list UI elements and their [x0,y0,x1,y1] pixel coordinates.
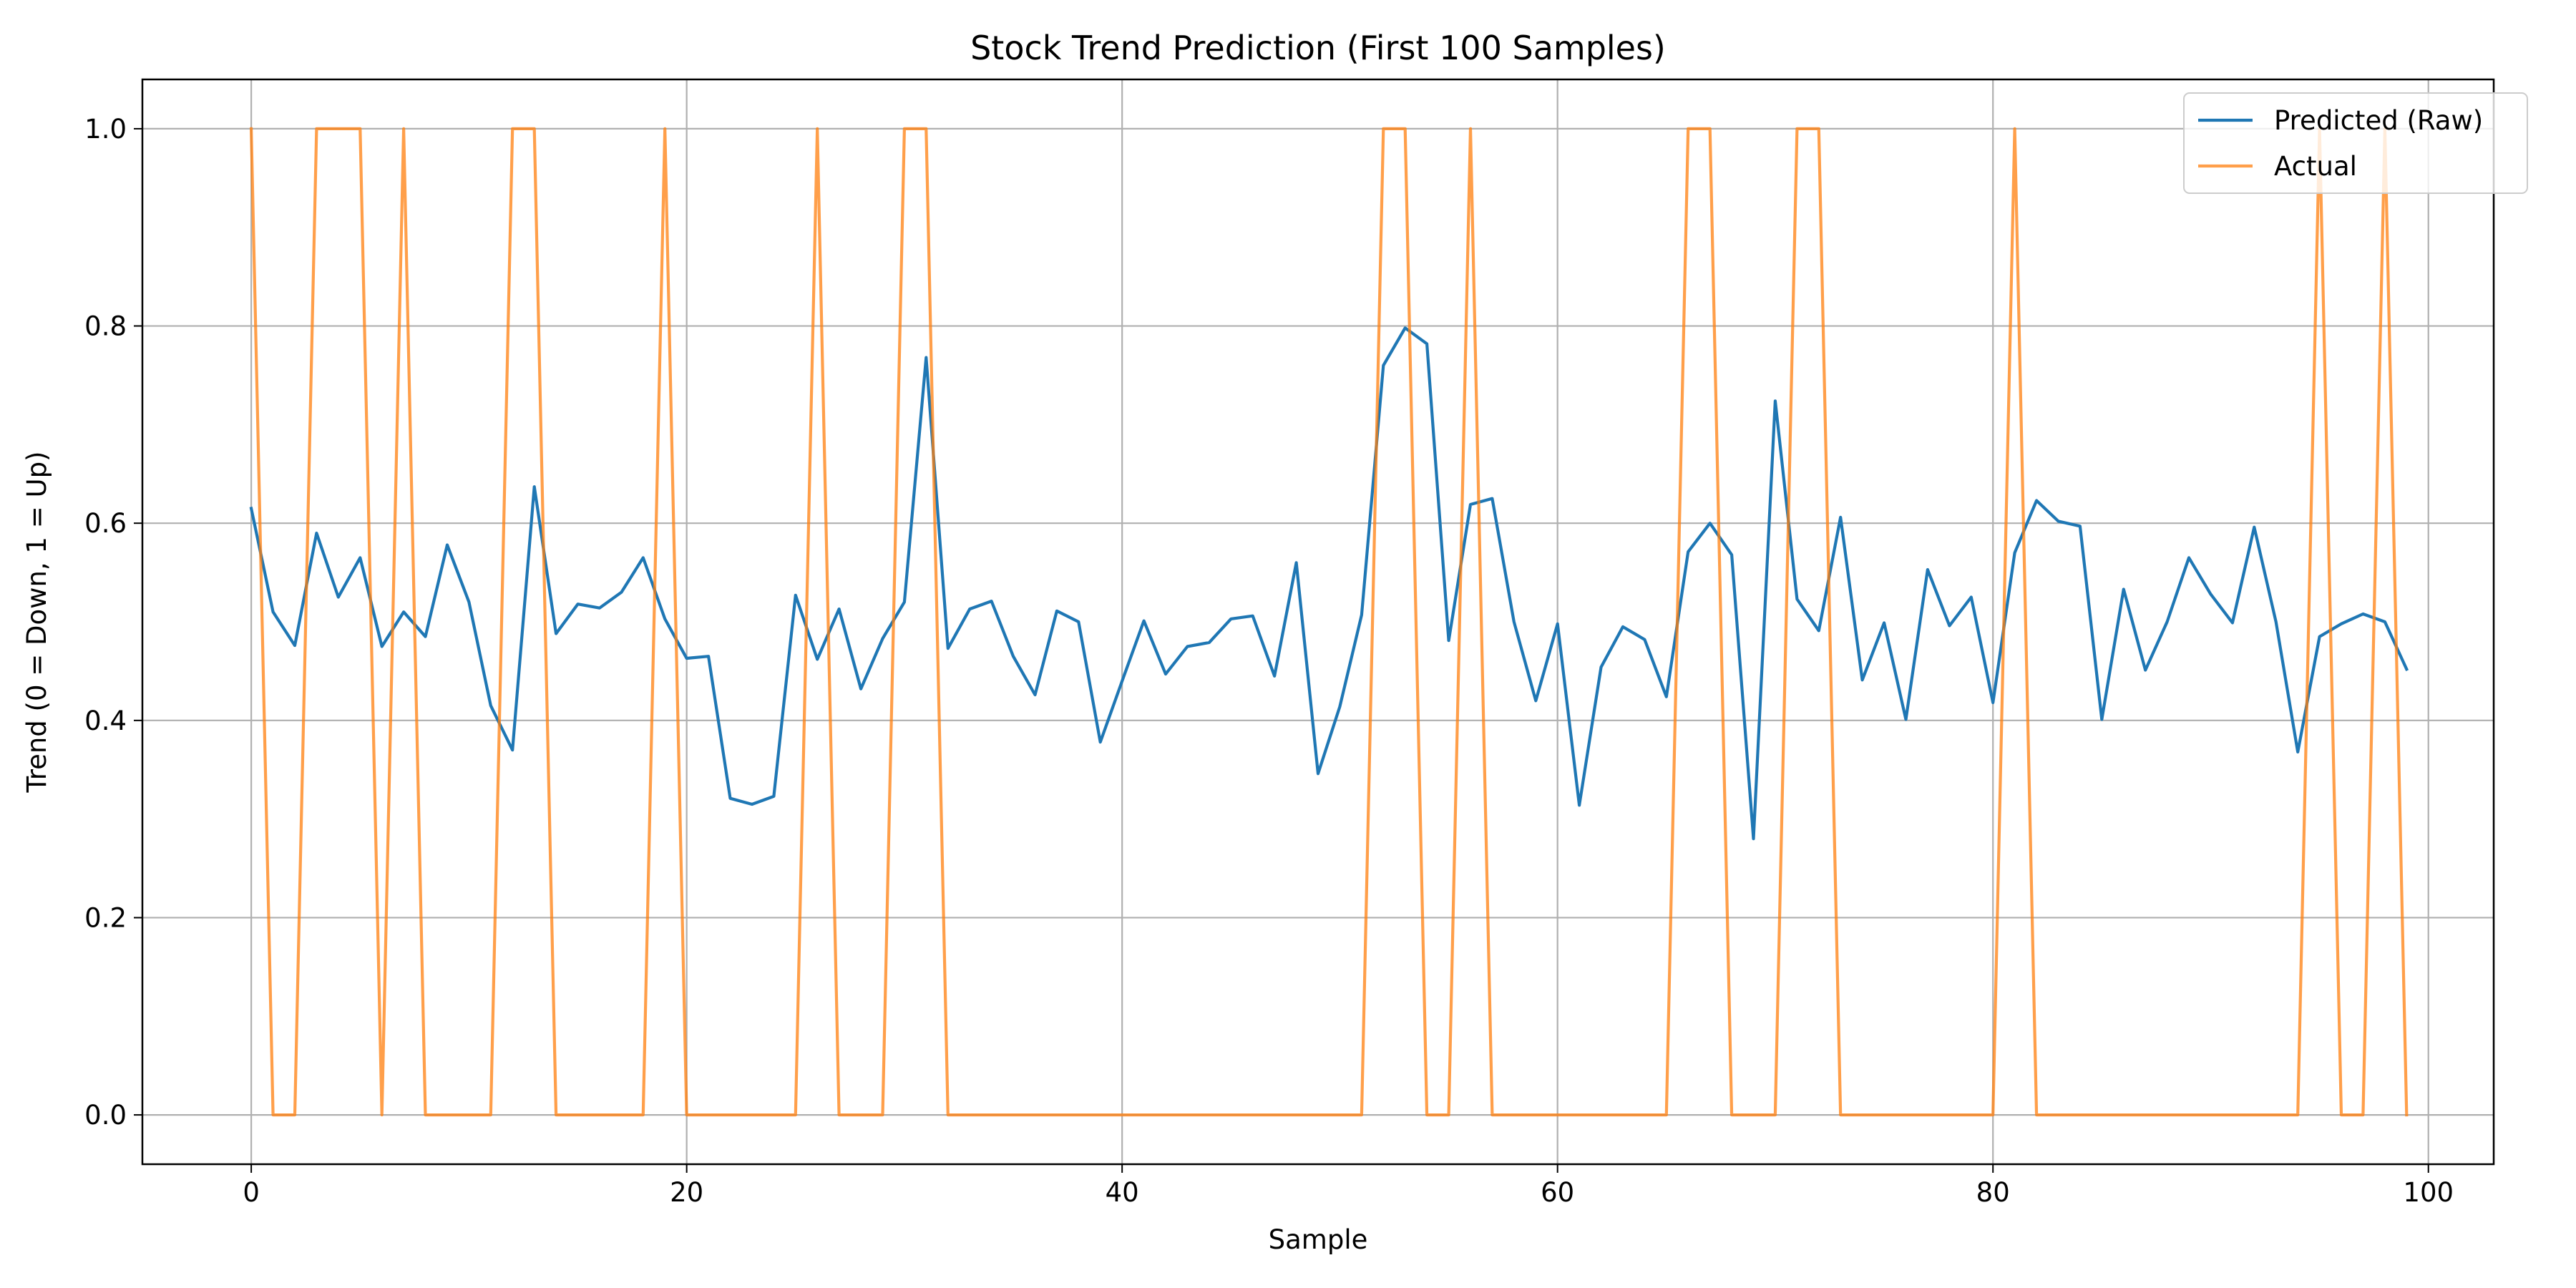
ticks: 0 20 40 60 80 100 0.0 0.2 0.4 0.6 0.8 1.0 [84,114,2454,1208]
y-tick-label: 1.0 [84,114,127,145]
y-axis-label: Trend (0 = Down, 1 = Up) [21,452,52,794]
legend-label: Predicted (Raw) [2274,105,2483,136]
legend-box [2183,92,2528,194]
y-tick-label: 0.2 [84,902,127,933]
y-tick-label: 0.8 [84,311,127,342]
y-tick-label: 0.4 [84,706,127,736]
x-tick-label: 20 [670,1177,703,1208]
x-axis-label: Sample [1269,1224,1368,1255]
legend: Predicted (Raw) Actual [2183,92,2528,194]
series-layer [249,127,2409,1117]
series-line-predicted-raw [249,326,2409,841]
x-tick-label: 0 [243,1177,260,1208]
x-tick-label: 100 [2403,1177,2454,1208]
x-tick-label: 80 [1976,1177,2010,1208]
y-tick-label: 0.6 [84,508,127,539]
legend-label: Actual [2274,151,2357,182]
y-tick-label: 0.0 [84,1100,127,1131]
plot-frame [141,78,2495,1166]
series-line-actual [249,127,2409,1117]
chart-title: Stock Trend Prediction (First 100 Sample… [970,29,1666,67]
x-tick-label: 60 [1541,1177,1574,1208]
x-tick-label: 40 [1106,1177,1139,1208]
